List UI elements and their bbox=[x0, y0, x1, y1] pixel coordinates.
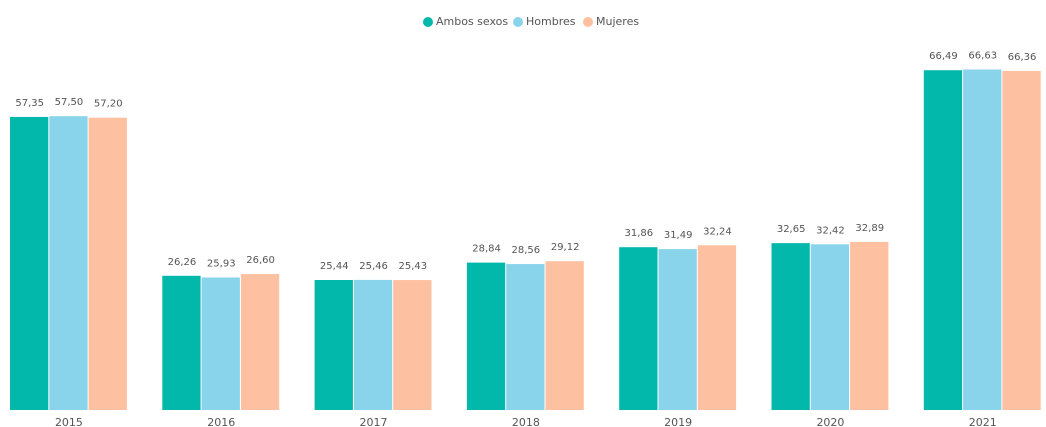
bar bbox=[201, 277, 240, 410]
data-label: 66,63 bbox=[968, 51, 997, 62]
legend-swatch bbox=[513, 17, 523, 27]
data-label: 57,35 bbox=[15, 98, 44, 109]
data-label: 26,26 bbox=[168, 257, 197, 268]
data-label: 57,50 bbox=[55, 97, 84, 108]
bar bbox=[393, 280, 432, 410]
bar bbox=[240, 274, 280, 410]
data-label: 25,44 bbox=[320, 261, 349, 272]
bar bbox=[619, 247, 658, 410]
data-label: 66,36 bbox=[1008, 52, 1037, 63]
x-tick-label: 2017 bbox=[360, 416, 388, 427]
bar bbox=[314, 280, 353, 410]
bar bbox=[10, 116, 49, 410]
data-label: 57,20 bbox=[94, 99, 123, 110]
bar bbox=[162, 275, 201, 410]
x-tick-label: 2015 bbox=[55, 416, 83, 427]
legend-label: Hombres bbox=[526, 15, 576, 28]
data-label: 32,24 bbox=[703, 226, 732, 237]
legend-swatch bbox=[583, 17, 593, 27]
bar bbox=[658, 249, 697, 410]
data-label: 28,56 bbox=[512, 245, 541, 256]
x-tick-label: 2016 bbox=[207, 416, 235, 427]
legend-label: Mujeres bbox=[596, 15, 639, 28]
x-tick-label: 2020 bbox=[816, 416, 844, 427]
data-label: 28,84 bbox=[472, 244, 501, 255]
bar bbox=[1002, 70, 1041, 411]
data-label: 31,86 bbox=[625, 228, 654, 239]
data-label: 32,65 bbox=[777, 224, 806, 235]
bar bbox=[88, 117, 127, 410]
bar bbox=[545, 261, 584, 410]
bar bbox=[850, 241, 889, 410]
data-label: 32,89 bbox=[855, 223, 884, 234]
bar bbox=[353, 279, 393, 410]
bar bbox=[963, 69, 1002, 411]
x-tick-label: 2018 bbox=[512, 416, 540, 427]
legend-swatch bbox=[423, 17, 433, 27]
bar bbox=[466, 262, 506, 410]
data-label: 25,43 bbox=[399, 261, 428, 272]
data-label: 25,93 bbox=[207, 258, 236, 269]
x-tick-label: 2021 bbox=[969, 416, 997, 427]
bar bbox=[506, 264, 545, 410]
bar bbox=[923, 70, 963, 411]
data-label: 32,42 bbox=[816, 225, 845, 236]
data-label: 25,46 bbox=[359, 261, 388, 272]
bar bbox=[697, 245, 737, 410]
x-tick-label: 2019 bbox=[664, 416, 692, 427]
legend-label: Ambos sexos bbox=[436, 15, 508, 28]
data-label: 26,60 bbox=[246, 255, 275, 266]
data-label: 29,12 bbox=[551, 242, 580, 253]
data-label: 66,49 bbox=[929, 51, 958, 62]
data-label: 31,49 bbox=[664, 230, 693, 241]
bar bbox=[49, 116, 88, 411]
bar bbox=[810, 244, 850, 410]
bar bbox=[771, 243, 810, 410]
